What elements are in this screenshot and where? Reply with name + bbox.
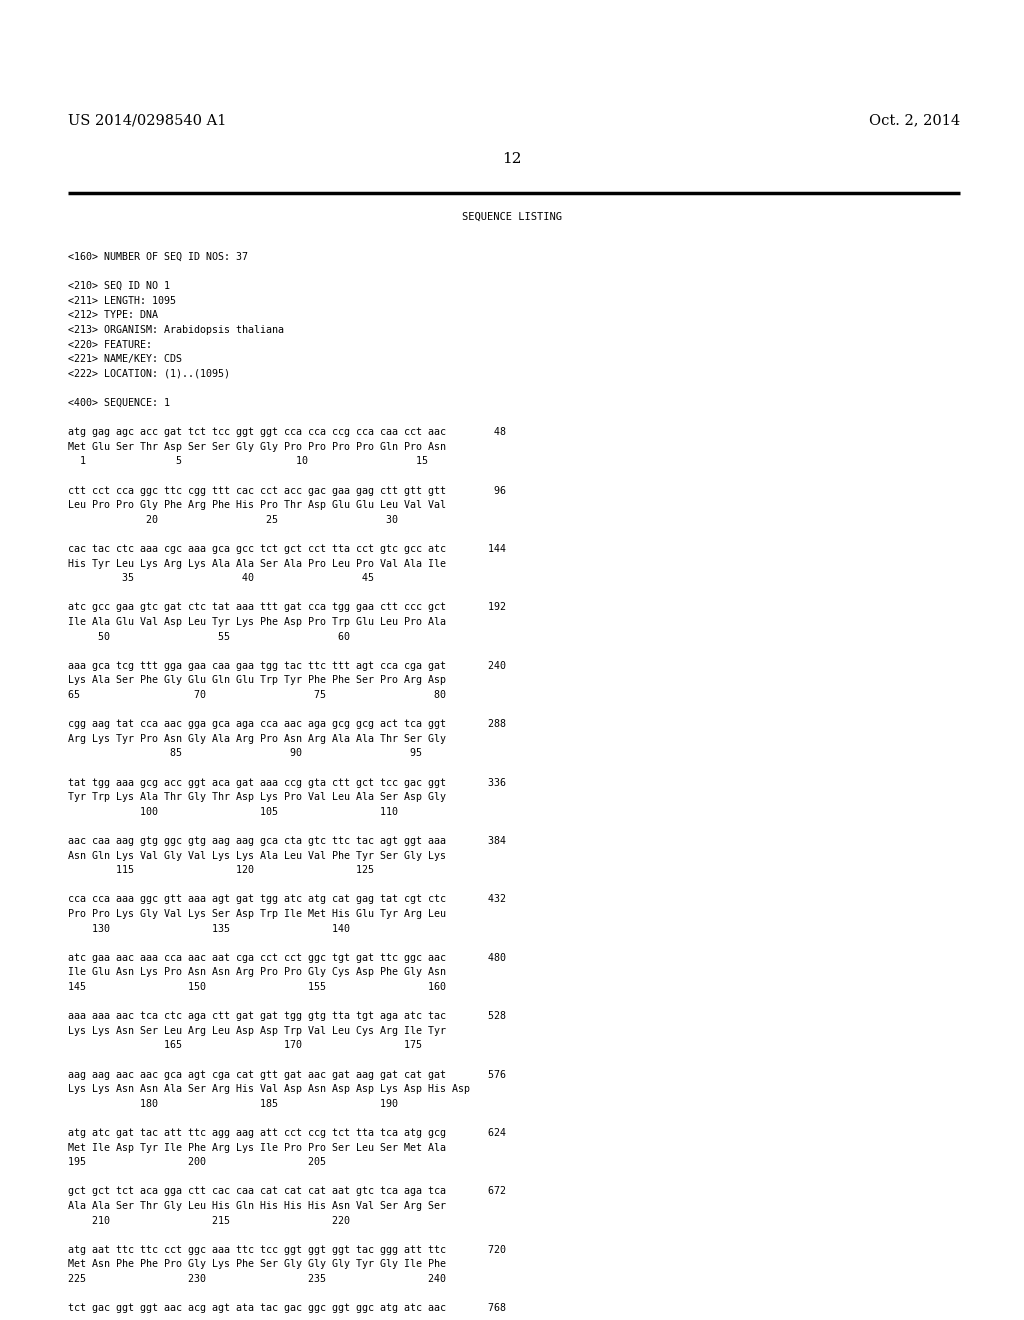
Text: Lys Lys Asn Asn Ala Ser Arg His Val Asp Asn Asp Asp Lys Asp His Asp: Lys Lys Asn Asn Ala Ser Arg His Val Asp …	[68, 1084, 470, 1094]
Text: tat tgg aaa gcg acc ggt aca gat aaa ccg gta ctt gct tcc gac ggt       336: tat tgg aaa gcg acc ggt aca gat aaa ccg …	[68, 777, 506, 788]
Text: gct gct tct aca gga ctt cac caa cat cat cat aat gtc tca aga tca       672: gct gct tct aca gga ctt cac caa cat cat …	[68, 1187, 506, 1196]
Text: 35                  40                  45: 35 40 45	[68, 573, 374, 583]
Text: cca cca aaa ggc gtt aaa agt gat tgg atc atg cat gag tat cgt ctc       432: cca cca aaa ggc gtt aaa agt gat tgg atc …	[68, 895, 506, 904]
Text: Ala Ala Ser Thr Gly Leu His Gln His His His Asn Val Ser Arg Ser: Ala Ala Ser Thr Gly Leu His Gln His His …	[68, 1201, 446, 1210]
Text: atg aat ttc ttc cct ggc aaa ttc tcc ggt ggt ggt tac ggg att ttc       720: atg aat ttc ttc cct ggc aaa ttc tcc ggt …	[68, 1245, 506, 1255]
Text: <212> TYPE: DNA: <212> TYPE: DNA	[68, 310, 158, 321]
Text: 100                 105                 110: 100 105 110	[68, 807, 398, 817]
Text: Met Asn Phe Phe Pro Gly Lys Phe Ser Gly Gly Gly Tyr Gly Ile Phe: Met Asn Phe Phe Pro Gly Lys Phe Ser Gly …	[68, 1259, 446, 1270]
Text: <160> NUMBER OF SEQ ID NOS: 37: <160> NUMBER OF SEQ ID NOS: 37	[68, 252, 248, 261]
Text: <220> FEATURE:: <220> FEATURE:	[68, 339, 152, 350]
Text: Pro Pro Lys Gly Val Lys Ser Asp Trp Ile Met His Glu Tyr Arg Leu: Pro Pro Lys Gly Val Lys Ser Asp Trp Ile …	[68, 909, 446, 919]
Text: 65                   70                  75                  80: 65 70 75 80	[68, 690, 446, 700]
Text: 145                 150                 155                 160: 145 150 155 160	[68, 982, 446, 993]
Text: Oct. 2, 2014: Oct. 2, 2014	[869, 114, 961, 127]
Text: atc gaa aac aaa cca aac aat cga cct cct ggc tgt gat ttc ggc aac       480: atc gaa aac aaa cca aac aat cga cct cct …	[68, 953, 506, 962]
Text: atg gag agc acc gat tct tcc ggt ggt cca cca ccg cca caa cct aac        48: atg gag agc acc gat tct tcc ggt ggt cca …	[68, 428, 506, 437]
Text: 85                  90                  95: 85 90 95	[68, 748, 422, 759]
Text: Ile Ala Glu Val Asp Leu Tyr Lys Phe Asp Pro Trp Glu Leu Pro Ala: Ile Ala Glu Val Asp Leu Tyr Lys Phe Asp …	[68, 616, 446, 627]
Text: Arg Lys Tyr Pro Asn Gly Ala Arg Pro Asn Arg Ala Ala Thr Ser Gly: Arg Lys Tyr Pro Asn Gly Ala Arg Pro Asn …	[68, 734, 446, 743]
Text: Met Ile Asp Tyr Ile Phe Arg Lys Ile Pro Pro Ser Leu Ser Met Ala: Met Ile Asp Tyr Ile Phe Arg Lys Ile Pro …	[68, 1143, 446, 1152]
Text: 180                 185                 190: 180 185 190	[68, 1098, 398, 1109]
Text: atg atc gat tac att ttc agg aag att cct ccg tct tta tca atg gcg       624: atg atc gat tac att ttc agg aag att cct …	[68, 1129, 506, 1138]
Text: <211> LENGTH: 1095: <211> LENGTH: 1095	[68, 296, 176, 306]
Text: 195                 200                 205: 195 200 205	[68, 1158, 326, 1167]
Text: atc gcc gaa gtc gat ctc tat aaa ttt gat cca tgg gaa ctt ccc gct       192: atc gcc gaa gtc gat ctc tat aaa ttt gat …	[68, 602, 506, 612]
Text: aaa gca tcg ttt gga gaa caa gaa tgg tac ttc ttt agt cca cga gat       240: aaa gca tcg ttt gga gaa caa gaa tgg tac …	[68, 661, 506, 671]
Text: <221> NAME/KEY: CDS: <221> NAME/KEY: CDS	[68, 354, 182, 364]
Text: Met Glu Ser Thr Asp Ser Ser Gly Gly Pro Pro Pro Pro Gln Pro Asn: Met Glu Ser Thr Asp Ser Ser Gly Gly Pro …	[68, 442, 446, 451]
Text: <400> SEQUENCE: 1: <400> SEQUENCE: 1	[68, 399, 170, 408]
Text: tct gac ggt ggt aac acg agt ata tac gac ggc ggt ggc atg atc aac       768: tct gac ggt ggt aac acg agt ata tac gac …	[68, 1303, 506, 1313]
Text: <213> ORGANISM: Arabidopsis thaliana: <213> ORGANISM: Arabidopsis thaliana	[68, 325, 284, 335]
Text: <210> SEQ ID NO 1: <210> SEQ ID NO 1	[68, 281, 170, 292]
Text: His Tyr Leu Lys Arg Lys Ala Ala Ser Ala Pro Leu Pro Val Ala Ile: His Tyr Leu Lys Arg Lys Ala Ala Ser Ala …	[68, 558, 446, 569]
Text: 225                 230                 235                 240: 225 230 235 240	[68, 1274, 446, 1284]
Text: aaa aaa aac tca ctc aga ctt gat gat tgg gtg tta tgt aga atc tac       528: aaa aaa aac tca ctc aga ctt gat gat tgg …	[68, 1011, 506, 1022]
Text: aag aag aac aac gca agt cga cat gtt gat aac gat aag gat cat gat       576: aag aag aac aac gca agt cga cat gtt gat …	[68, 1069, 506, 1080]
Text: US 2014/0298540 A1: US 2014/0298540 A1	[68, 114, 226, 127]
Text: 210                 215                 220: 210 215 220	[68, 1216, 350, 1225]
Text: 130                 135                 140: 130 135 140	[68, 924, 350, 933]
Text: cac tac ctc aaa cgc aaa gca gcc tct gct cct tta cct gtc gcc atc       144: cac tac ctc aaa cgc aaa gca gcc tct gct …	[68, 544, 506, 554]
Text: 1               5                   10                  15: 1 5 10 15	[68, 457, 428, 466]
Text: SEQUENCE LISTING: SEQUENCE LISTING	[462, 213, 562, 222]
Text: 115                 120                 125: 115 120 125	[68, 865, 374, 875]
Text: <222> LOCATION: (1)..(1095): <222> LOCATION: (1)..(1095)	[68, 368, 230, 379]
Text: 50                  55                  60: 50 55 60	[68, 631, 350, 642]
Text: Tyr Trp Lys Ala Thr Gly Thr Asp Lys Pro Val Leu Ala Ser Asp Gly: Tyr Trp Lys Ala Thr Gly Thr Asp Lys Pro …	[68, 792, 446, 803]
Text: Lys Lys Asn Ser Leu Arg Leu Asp Asp Trp Val Leu Cys Arg Ile Tyr: Lys Lys Asn Ser Leu Arg Leu Asp Asp Trp …	[68, 1026, 446, 1036]
Text: 165                 170                 175: 165 170 175	[68, 1040, 422, 1051]
Text: aac caa aag gtg ggc gtg aag aag gca cta gtc ttc tac agt ggt aaa       384: aac caa aag gtg ggc gtg aag aag gca cta …	[68, 836, 506, 846]
Text: ctt cct cca ggc ttc cgg ttt cac cct acc gac gaa gag ctt gtt gtt        96: ctt cct cca ggc ttc cgg ttt cac cct acc …	[68, 486, 506, 495]
Text: Lys Ala Ser Phe Gly Glu Gln Glu Trp Tyr Phe Phe Ser Pro Arg Asp: Lys Ala Ser Phe Gly Glu Gln Glu Trp Tyr …	[68, 676, 446, 685]
Text: 12: 12	[502, 152, 522, 166]
Text: cgg aag tat cca aac gga gca aga cca aac aga gcg gcg act tca ggt       288: cgg aag tat cca aac gga gca aga cca aac …	[68, 719, 506, 729]
Text: Asn Gln Lys Val Gly Val Lys Lys Ala Leu Val Phe Tyr Ser Gly Lys: Asn Gln Lys Val Gly Val Lys Lys Ala Leu …	[68, 850, 446, 861]
Text: 20                  25                  30: 20 25 30	[68, 515, 398, 525]
Text: Ile Glu Asn Lys Pro Asn Asn Arg Pro Pro Gly Cys Asp Phe Gly Asn: Ile Glu Asn Lys Pro Asn Asn Arg Pro Pro …	[68, 968, 446, 977]
Text: Leu Pro Pro Gly Phe Arg Phe His Pro Thr Asp Glu Glu Leu Val Val: Leu Pro Pro Gly Phe Arg Phe His Pro Thr …	[68, 500, 446, 511]
